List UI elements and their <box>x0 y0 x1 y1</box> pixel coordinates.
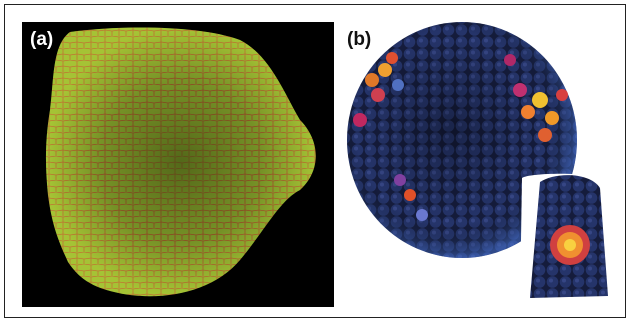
panel-label: (a) <box>30 29 53 50</box>
panel-label: (b) <box>347 29 371 50</box>
inset-highlight <box>550 225 590 265</box>
panel-b: (b) <box>347 22 612 302</box>
panel-a: (a) <box>22 22 334 307</box>
figure: (a) (b) <box>0 0 630 322</box>
